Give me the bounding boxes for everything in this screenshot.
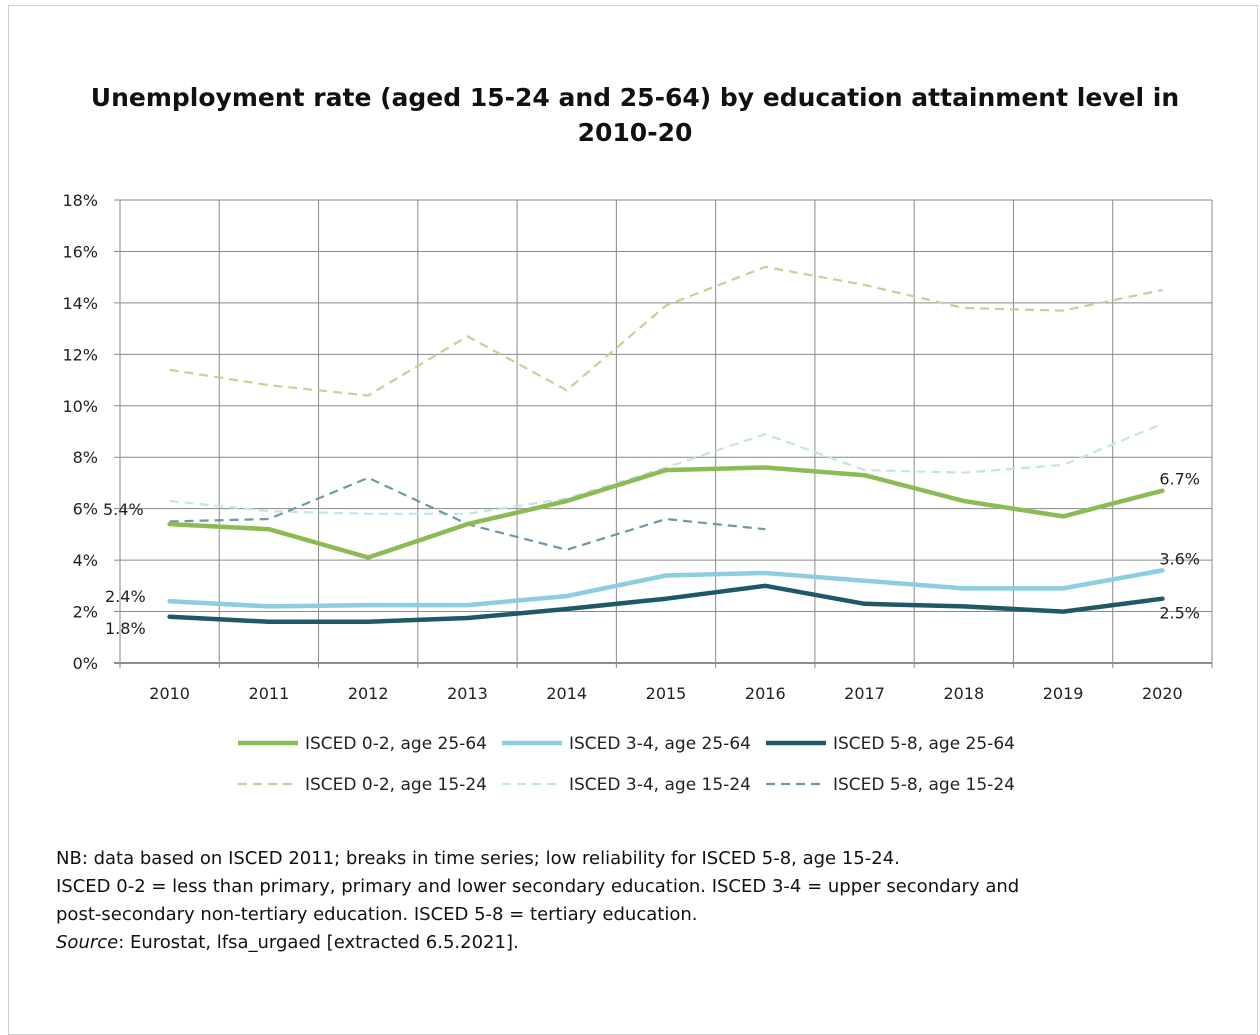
x-tick-label: 2019: [1043, 684, 1084, 703]
y-tick-label: 12%: [62, 345, 98, 364]
note-definition-1: ISCED 0-2 = less than primary, primary a…: [56, 876, 1020, 897]
y-tick-label: 6%: [73, 500, 98, 519]
x-tick-label: 2011: [249, 684, 290, 703]
y-axis-ticks: 0% 2% 4% 6% 8% 10% 12% 14% 16% 18%: [62, 191, 98, 673]
y-tick-label: 16%: [62, 242, 98, 261]
data-labels: 5.4% 2.4% 1.8% 6.7% 3.6% 2.5%: [103, 470, 1200, 638]
data-label: 2.5%: [1159, 604, 1200, 623]
legend-label: ISCED 3-4, age 15-24: [569, 775, 751, 795]
line-chart: 0%2%4%6%8%10%12%14%16%18% 2010 2011 2012 20…: [62, 191, 1213, 795]
legend-label: ISCED 0-2, age 25-64: [305, 734, 487, 754]
data-label: 1.8%: [105, 619, 146, 638]
x-tick-label: 2016: [745, 684, 786, 703]
legend-label: ISCED 5-8, age 15-24: [833, 775, 1015, 795]
x-axis-ticks: 2010 2011 2012 2013 2014 2015 2016 2017 2018 2019…: [149, 684, 1182, 703]
x-tick-label: 2010: [149, 684, 190, 703]
x-tick-label: 2018: [943, 684, 984, 703]
series-lines: [167, 265, 1165, 625]
y-tick-label: 2%: [73, 603, 98, 622]
y-tick-label: 8%: [73, 448, 98, 467]
data-label: 2.4%: [105, 587, 146, 606]
series-line: [169, 422, 1163, 515]
series-line: [167, 583, 1165, 625]
legend: ISCED 0-2, age 25-64 ISCED 3-4, age 25-64…: [238, 734, 1015, 795]
y-tick-label: 10%: [62, 397, 98, 416]
legend-label: ISCED 5-8, age 25-64: [833, 734, 1015, 754]
series-line: [169, 476, 766, 551]
grid: [114, 199, 1213, 668]
chart-title: Unemployment rate (aged 15-24 and 25-64)…: [90, 83, 1180, 147]
x-tick-label: 2020: [1142, 684, 1183, 703]
notes: NB: data based on ISCED 2011; breaks in …: [56, 845, 1236, 957]
x-tick-label: 2012: [348, 684, 389, 703]
y-tick-label: 4%: [73, 551, 98, 570]
y-tick-label: 18%: [62, 191, 98, 210]
source-label: Source: [56, 932, 119, 953]
y-tick-label: 14%: [62, 294, 98, 313]
legend-label: ISCED 3-4, age 25-64: [569, 734, 751, 754]
x-tick-label: 2015: [646, 684, 687, 703]
y-tick-label: 0%: [73, 654, 98, 673]
note-source: Source: Eurostat, lfsa_urgaed [extracted…: [56, 929, 1236, 957]
x-tick-label: 2017: [844, 684, 885, 703]
x-tick-label: 2013: [447, 684, 488, 703]
legend-label: ISCED 0-2, age 15-24: [305, 775, 487, 795]
source-text: : Eurostat, lfsa_urgaed [extracted 6.5.2…: [118, 932, 519, 953]
data-label: 3.6%: [1159, 549, 1200, 568]
data-label: 5.4%: [103, 500, 144, 519]
series-line: [167, 568, 1165, 609]
note-nb: NB: data based on ISCED 2011; breaks in …: [56, 848, 900, 869]
x-tick-label: 2014: [546, 684, 587, 703]
series-line: [167, 465, 1165, 560]
note-definition-2: post-secondary non-tertiary education. I…: [56, 904, 698, 925]
series-line: [169, 265, 1163, 397]
data-label: 6.7%: [1159, 470, 1200, 489]
